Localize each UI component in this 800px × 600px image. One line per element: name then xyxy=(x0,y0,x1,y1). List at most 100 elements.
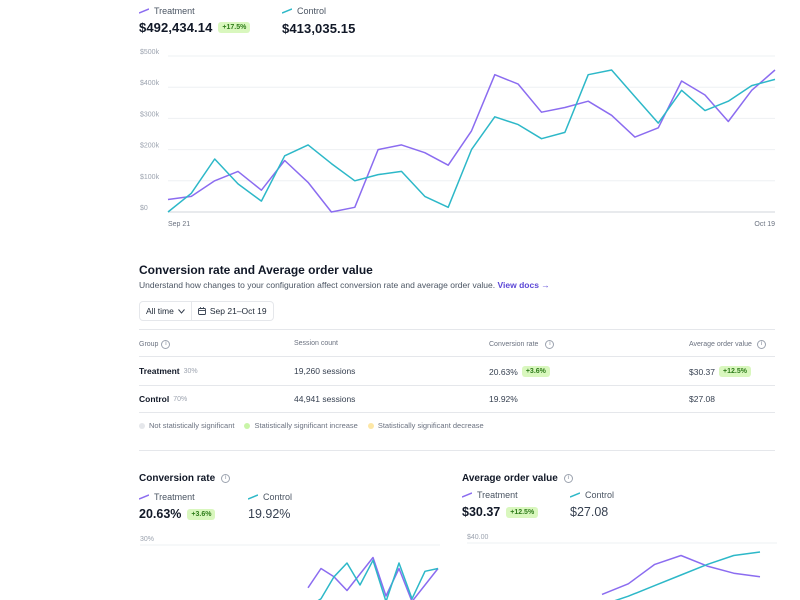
date-range-picker[interactable]: Sep 21–Oct 19 xyxy=(191,301,274,321)
conv-treatment-value: 20.63% xyxy=(139,507,182,521)
aov-panel-title: Average order value i xyxy=(462,473,573,484)
chevron-down-icon xyxy=(177,308,185,314)
calendar-icon xyxy=(197,307,206,315)
row-aov: $27.08 xyxy=(689,394,715,404)
aov-treatment-summary: $30.37 +12.5% xyxy=(462,505,539,519)
series-label-text: Treatment xyxy=(477,490,518,500)
y-tick-label: 30% xyxy=(140,536,154,543)
treatment-line-icon xyxy=(462,492,472,498)
control-series-line xyxy=(317,559,439,600)
control-line-icon xyxy=(248,494,258,500)
panel-title-text: Conversion rate xyxy=(139,473,216,484)
aov-treatment-badge: +12.5% xyxy=(506,506,539,518)
grey-dot-icon xyxy=(139,422,145,429)
control-summary: $413,035.15 xyxy=(282,20,355,38)
treatment-line-icon xyxy=(139,494,149,500)
conv-treatment-badge: +3.6% xyxy=(187,508,216,520)
header-group: Group i xyxy=(139,340,171,349)
control-value: $413,035.15 xyxy=(282,21,356,36)
header-session-label: Session count xyxy=(294,340,338,347)
conversion-rate-chart: 30% xyxy=(140,536,440,600)
table-divider-header xyxy=(139,356,775,357)
info-icon[interactable]: i xyxy=(756,340,766,349)
info-icon[interactable]: i xyxy=(161,340,171,349)
filter-bar: All time Sep 21–Oct 19 xyxy=(139,301,274,321)
aov-control-label: Control xyxy=(570,490,614,500)
row-aov: $30.37 +12.5% xyxy=(689,366,751,377)
header-session-count: Session count xyxy=(294,340,338,347)
row-aov-badge: +12.5% xyxy=(719,366,751,377)
y-tick-label: $400k xyxy=(140,80,160,87)
legend-not-significant: Not statistically significant xyxy=(139,421,234,430)
table-row-treatment-group: Treatment 30% xyxy=(139,366,198,376)
row-conversion-rate: 20.63% +3.6% xyxy=(489,366,550,377)
conv-control-value: 19.92% xyxy=(248,507,291,521)
time-filter-label: All time xyxy=(146,306,174,316)
section-subtitle: Understand how changes to your configura… xyxy=(139,280,550,290)
time-filter-dropdown[interactable]: All time xyxy=(139,301,192,321)
aov-control-value: $27.08 xyxy=(570,505,609,519)
treatment-badge: +17.5% xyxy=(218,22,251,33)
row-conversion-rate: 19.92% xyxy=(489,394,518,404)
legend-label: Statistically significant decrease xyxy=(377,421,484,430)
info-icon[interactable]: i xyxy=(563,474,573,483)
y-tick-label: $40.00 xyxy=(467,534,489,541)
legend-label: Statistically significant increase xyxy=(254,421,358,430)
header-group-label: Group xyxy=(139,341,159,348)
aov-treatment-value: $30.37 xyxy=(462,505,501,519)
treatment-summary: $492,434.14 +17.5% xyxy=(139,20,251,35)
legend-significant-decrease: Statistically significant decrease xyxy=(367,421,484,430)
treatment-value: $492,434.14 xyxy=(139,20,213,35)
control-series-line xyxy=(614,551,761,600)
panel-title-text: Average order value xyxy=(462,473,558,484)
control-line-icon xyxy=(570,492,580,498)
row-aov-value: $30.37 xyxy=(689,366,715,377)
conversion-rate-panel-title: Conversion rate i xyxy=(139,473,231,484)
info-icon[interactable]: i xyxy=(545,340,555,349)
revenue-chart: $0 $100k $200k $300k $400k $500k Sep 21 Oct 19 xyxy=(140,49,776,228)
y-tick-label: $500k xyxy=(140,49,160,56)
control-label: Control xyxy=(297,6,327,16)
aov-treatment-label: Treatment xyxy=(462,490,518,500)
row-session-count: 44,941 sessions xyxy=(294,394,356,404)
header-conversion-rate: Conversion rate i xyxy=(489,340,555,349)
significance-legend: Not statistically significant Statistica… xyxy=(139,421,484,430)
y-tick-label: $300k xyxy=(140,111,160,118)
section-subtitle-text: Understand how changes to your configura… xyxy=(139,280,496,290)
conv-control-label: Control xyxy=(248,492,292,502)
row-group-name: Control xyxy=(139,394,170,404)
legend-label: Not statistically significant xyxy=(149,421,235,430)
treatment-line-icon xyxy=(139,8,149,14)
treatment-series-label: Treatment xyxy=(139,6,195,16)
legend-significant-increase: Statistically significant increase xyxy=(244,421,358,430)
table-divider-top xyxy=(139,329,775,330)
yellow-dot-icon xyxy=(367,422,374,429)
info-icon[interactable]: i xyxy=(221,474,231,483)
date-range-label: Sep 21–Oct 19 xyxy=(209,306,267,316)
aov-chart: $40.00 xyxy=(467,534,777,600)
row-conv-value: 20.63% xyxy=(489,366,518,377)
header-aov: Average order value i xyxy=(689,340,766,349)
series-label-text: Treatment xyxy=(154,492,195,502)
x-tick-label: Oct 19 xyxy=(754,221,775,228)
table-divider-bottom xyxy=(139,412,775,413)
row-session-count: 19,260 sessions xyxy=(294,366,356,376)
treatment-series-line xyxy=(307,556,439,600)
control-series-line xyxy=(167,69,776,213)
treatment-label: Treatment xyxy=(154,6,195,16)
row-group-name: Treatment xyxy=(139,366,180,376)
header-aov-label: Average order value xyxy=(689,341,752,348)
y-tick-label: $100k xyxy=(140,174,160,181)
green-dot-icon xyxy=(244,422,251,429)
section-title: Conversion rate and Average order value xyxy=(139,263,373,277)
control-series-label: Control xyxy=(282,6,326,16)
row-group-pct: 70% xyxy=(173,395,188,403)
control-line-icon xyxy=(282,8,292,14)
row-group-pct: 30% xyxy=(183,367,198,375)
view-docs-link[interactable]: View docs → xyxy=(497,280,550,290)
row-conv-badge: +3.6% xyxy=(521,366,550,377)
series-label-text: Control xyxy=(585,490,615,500)
series-label-text: Control xyxy=(263,492,293,502)
conv-treatment-label: Treatment xyxy=(139,492,195,502)
treatment-series-line xyxy=(601,554,761,596)
